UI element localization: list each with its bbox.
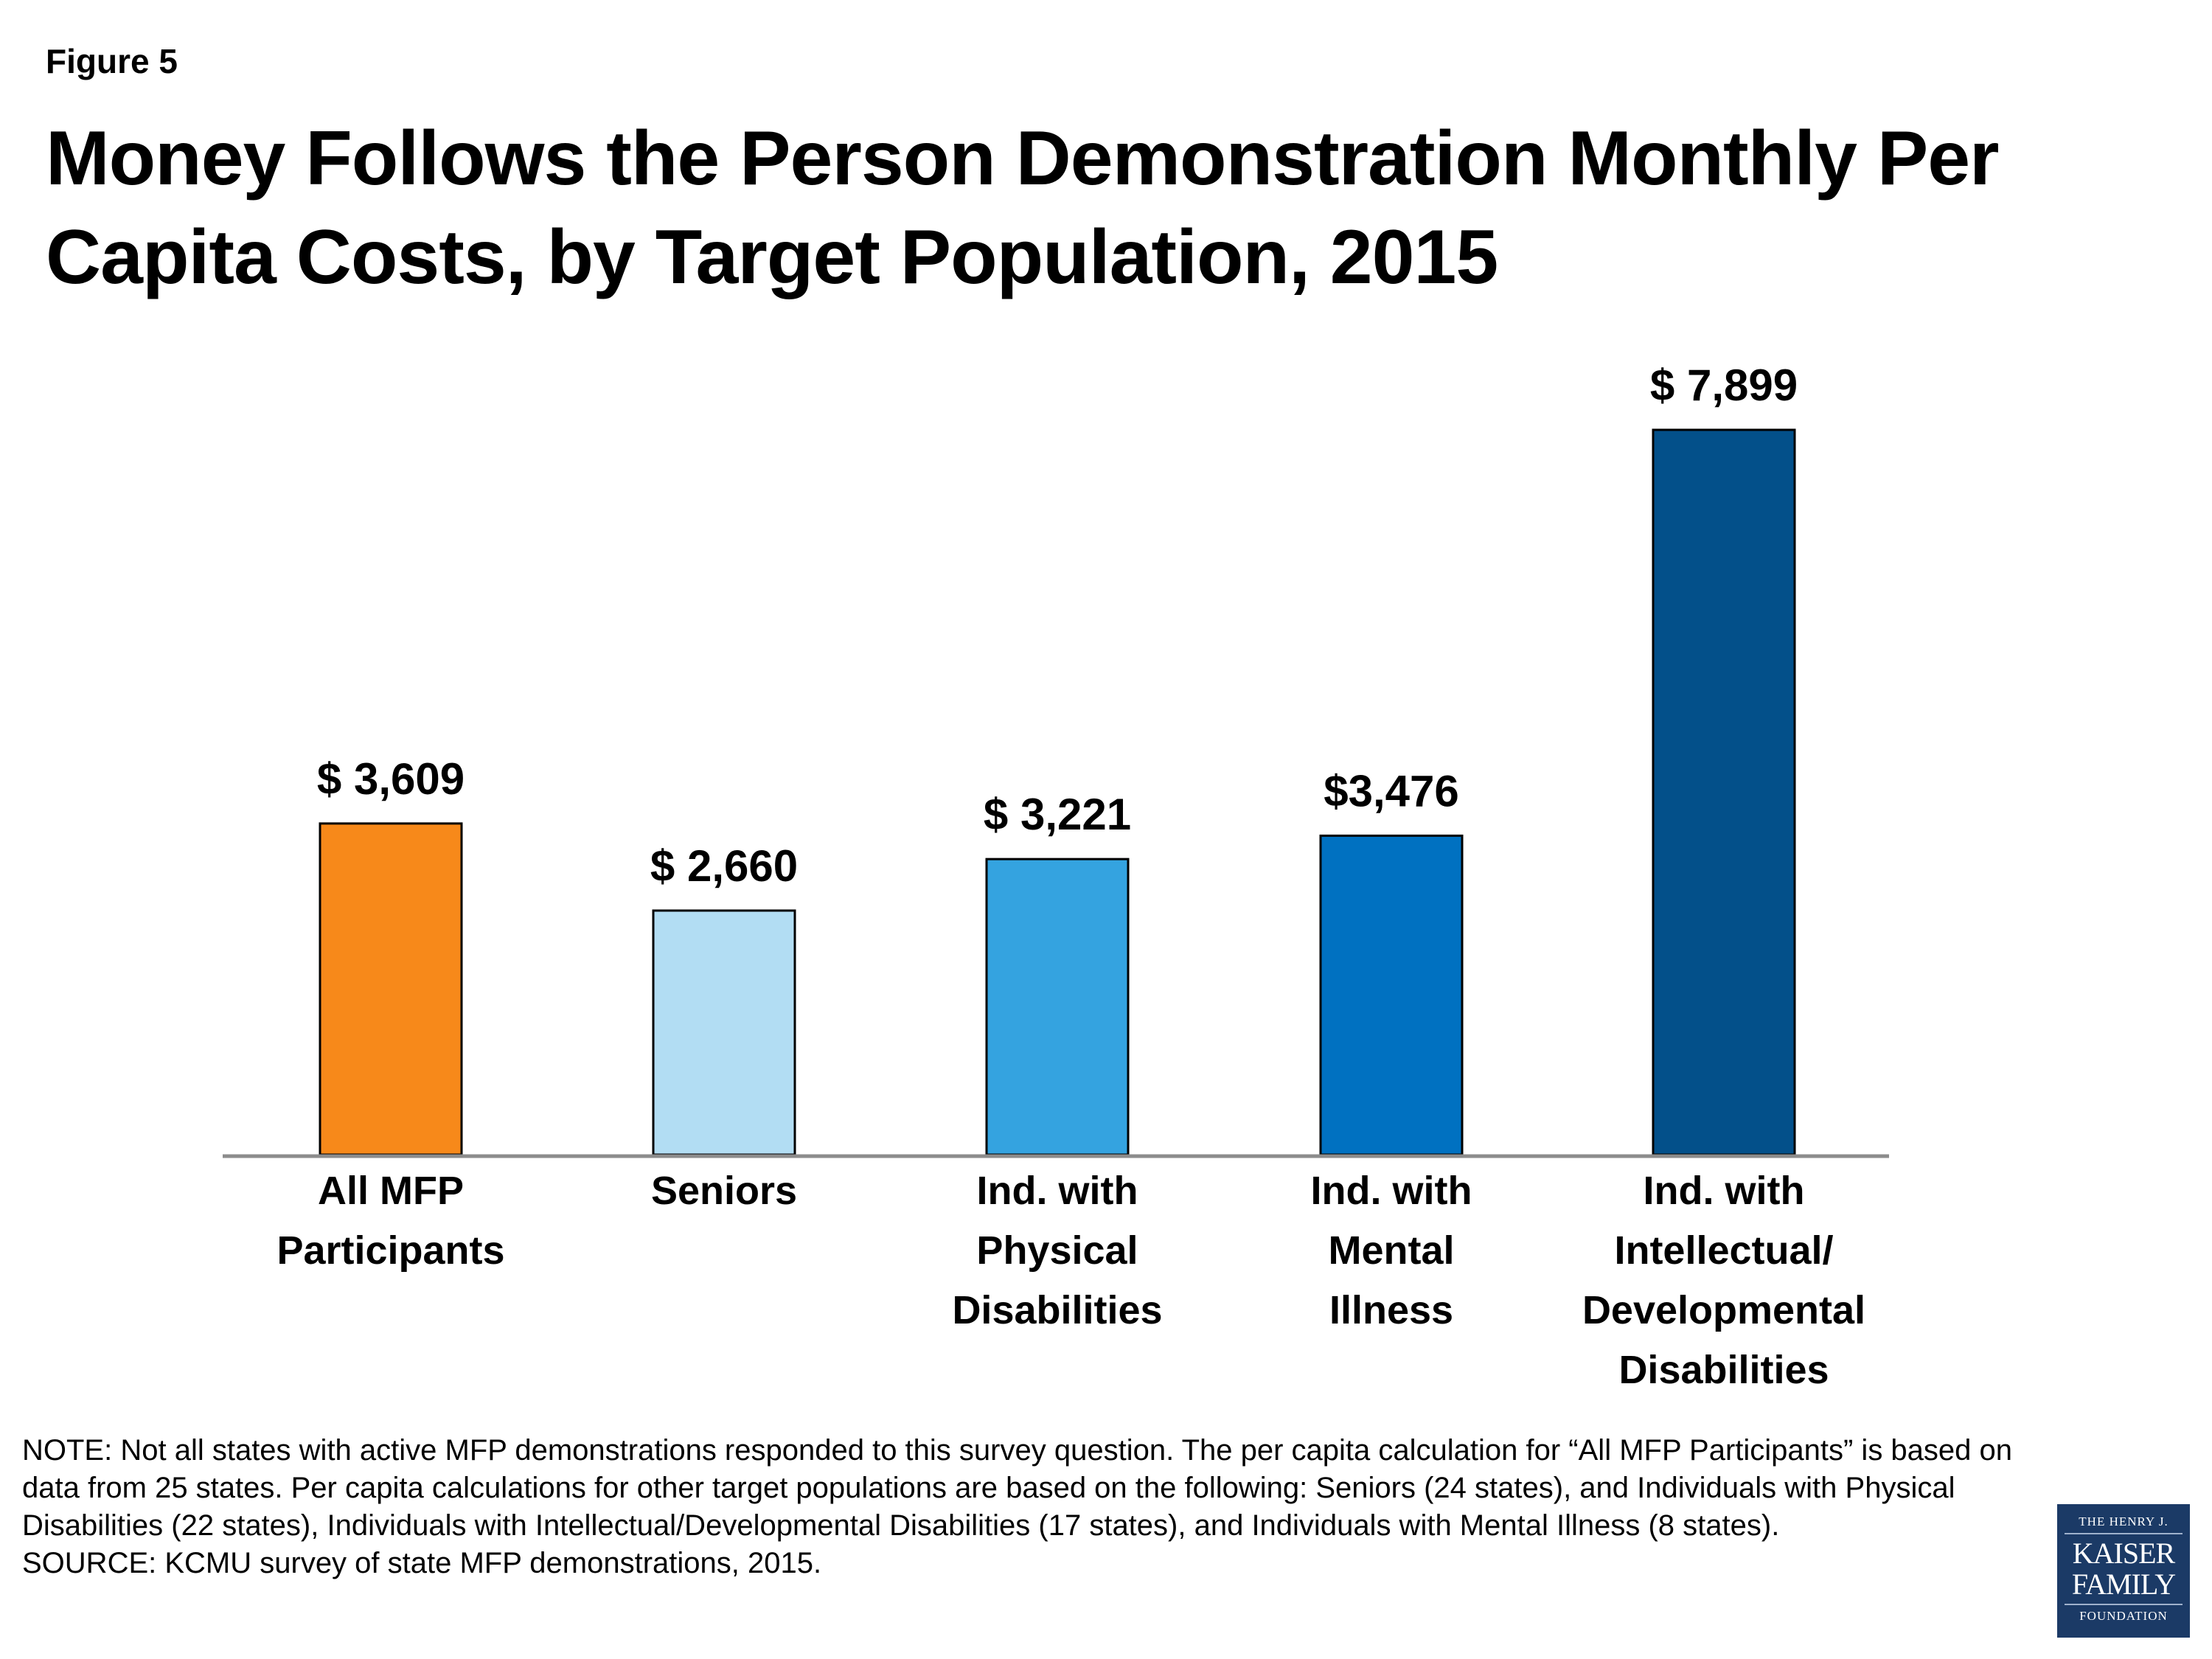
category-label: Ind. with [977,1169,1138,1213]
kff-logo: THE HENRY J. KAISER FAMILY FOUNDATION [2057,1504,2190,1638]
category-label: Participants [276,1228,504,1273]
chart-title: Money Follows the Person Demonstration M… [46,116,2000,300]
bar [319,822,463,1156]
figure-label: Figure 5 [46,42,178,80]
bar [985,858,1130,1156]
bars-layer [319,428,1796,1156]
labels-layer: $ 3,609 All MFP Participants $ 2,660 Seniors… [276,361,1865,1392]
category-label: All MFP [318,1169,464,1213]
data-label: $ 7,899 [1650,361,1798,410]
category-label: Ind. with [1644,1169,1805,1213]
bar [1319,834,1464,1156]
category-label: Physical [976,1228,1138,1273]
logo-line-4: FOUNDATION [2079,1609,2168,1623]
category-label: Illness [1329,1288,1453,1332]
data-label: $ 2,660 [650,841,798,891]
category-label: Disabilities [952,1288,1162,1332]
logo-rule [2065,1533,2183,1534]
note-text: NOTE: Not all states with active MFP dem… [22,1434,2013,1542]
logo-line-1: THE HENRY J. [2079,1514,2168,1528]
logo-line-3: FAMILY [2071,1568,2176,1601]
footnote: NOTE: Not all states with active MFP dem… [22,1432,2013,1582]
category-label: Seniors [651,1169,797,1213]
category-label: Ind. with [1311,1169,1472,1213]
category-label: Mental [1328,1228,1454,1273]
data-label: $ 3,609 [317,754,465,804]
source-text: SOURCE: KCMU survey of state MFP demonst… [22,1547,822,1579]
category-label: Intellectual/ [1614,1228,1833,1273]
bar-chart: $ 3,609 All MFP Participants $ 2,660 Seniors… [223,361,1889,1392]
logo-rule [2065,1604,2183,1605]
category-label: Disabilities [1618,1348,1829,1392]
category-label: Developmental [1582,1288,1865,1332]
data-label: $3,476 [1324,766,1459,815]
bar [652,909,796,1156]
data-label: $ 3,221 [984,790,1131,839]
bar [1652,428,1796,1156]
logo-line-2: KAISER [2072,1537,2175,1570]
